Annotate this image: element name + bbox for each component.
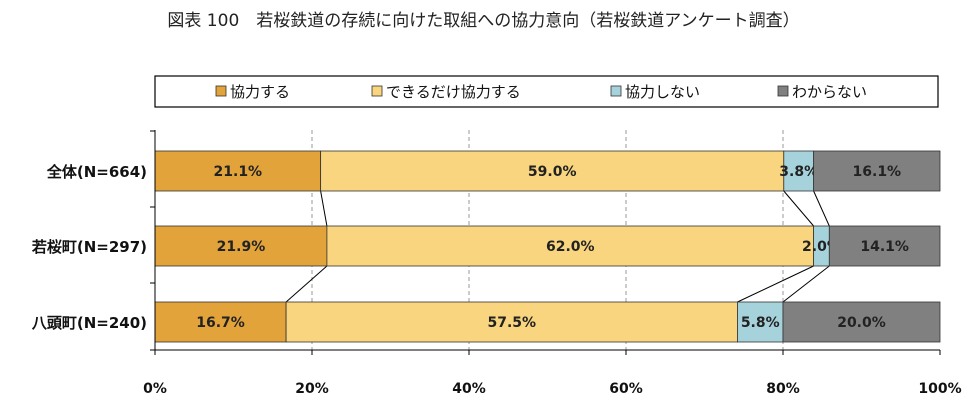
connector-line — [783, 190, 814, 227]
x-tick-label: 80% — [766, 381, 800, 397]
connector-line — [813, 190, 830, 227]
data-label: 14.1% — [860, 239, 909, 255]
data-label: 5.8% — [741, 315, 780, 331]
legend-swatch — [777, 85, 789, 97]
connector-line — [737, 265, 814, 303]
bar-segment — [783, 150, 815, 192]
data-label: 62.0% — [546, 239, 595, 255]
legend: 協力する できるだけ協力する 協力しない わからない — [154, 75, 939, 108]
data-label: 21.1% — [214, 164, 263, 180]
x-tick-label: 40% — [452, 381, 486, 397]
category-label: 八頭町(N=240) — [31, 314, 147, 332]
bar-segment — [813, 150, 941, 192]
legend-label: 協力する — [230, 83, 290, 101]
bars: 21.1% 59.0% 3.8% 16.1%全体(N=664)21.9% 62.0% 2.… — [31, 150, 941, 343]
bar-segment — [154, 225, 328, 267]
bar-segment — [154, 301, 287, 343]
data-label: 3.8% — [779, 164, 818, 180]
connector-line — [285, 265, 328, 303]
chart-title: 図表 100 若桜鉄道の存続に向けた取組への協力意向（若桜鉄道アンケート調査） — [167, 11, 800, 31]
bar-segment — [737, 301, 784, 343]
bar-segment — [285, 301, 738, 343]
legend-box — [154, 75, 939, 108]
bar-segment — [782, 301, 941, 343]
data-label: 57.5% — [487, 315, 536, 331]
x-tick-label: 60% — [609, 381, 643, 397]
bar-segment — [828, 225, 941, 267]
data-label: 16.1% — [853, 164, 902, 180]
x-tick-label: 100% — [918, 381, 961, 397]
x-tick-label: 20% — [295, 381, 329, 397]
legend-swatch — [371, 85, 383, 97]
legend-label: できるだけ協力する — [386, 83, 521, 101]
data-label: 16.7% — [196, 315, 245, 331]
legend-swatch — [610, 85, 622, 97]
category-label: 全体(N=664) — [46, 163, 147, 181]
legend-label: 協力しない — [625, 83, 700, 101]
data-label: 59.0% — [528, 164, 577, 180]
axes: 0% 20% 40% 60% 80% 100% — [143, 130, 962, 397]
connector-line — [782, 265, 830, 303]
data-label: 20.0% — [837, 315, 886, 331]
bar-segment — [320, 150, 785, 192]
legend-swatch — [215, 85, 227, 97]
category-label: 若桜町(N=297) — [31, 238, 147, 256]
x-tick-label: 0% — [143, 381, 167, 397]
data-label: 21.9% — [217, 239, 266, 255]
connector-line — [320, 190, 328, 227]
connector-lines — [285, 190, 830, 303]
bar-segment — [326, 225, 815, 267]
legend-label: わからない — [792, 83, 867, 101]
